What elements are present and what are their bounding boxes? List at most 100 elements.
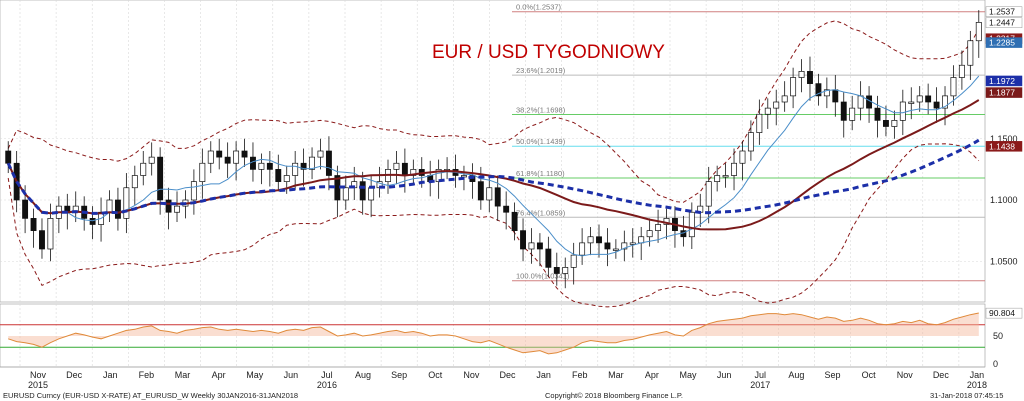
x-month-label: Dec: [499, 370, 516, 380]
price-tag-box: [985, 6, 1023, 17]
price-tag-lower-band: 1.1438: [989, 141, 1015, 151]
x-month-label: May: [246, 370, 264, 380]
x-year-label: 2017: [750, 380, 770, 390]
price-tag-high: 1.2537: [989, 7, 1015, 17]
candle-body: [359, 181, 366, 201]
candle-body: [148, 156, 155, 164]
candle-body: [157, 156, 164, 201]
candle-body: [798, 71, 805, 78]
price-tag-box: [985, 37, 1023, 48]
x-year-label: 2015: [28, 380, 48, 390]
price-tag-sma-thin: 1.2285: [989, 38, 1015, 48]
x-month-label: Apr: [645, 370, 659, 380]
x-month-label: Jul: [321, 370, 333, 380]
candle-body: [840, 101, 847, 121]
candle-body: [536, 242, 543, 250]
candle-body: [747, 132, 754, 152]
candle-body: [908, 101, 915, 104]
x-month-label: Feb: [139, 370, 155, 380]
rsi-tick-label: 50: [993, 331, 1003, 341]
price-tag-sma-blue: 1.1877: [989, 88, 1015, 98]
x-month-label: Oct: [428, 370, 443, 380]
candle-body: [216, 150, 223, 158]
candle-body: [629, 242, 636, 245]
candle-body: [503, 205, 510, 213]
x-year-label: 2016: [317, 380, 337, 390]
candle-body: [553, 267, 560, 274]
candle-body: [570, 254, 577, 268]
candle-body: [123, 187, 130, 219]
x-month-label: Jul: [755, 370, 767, 380]
candle-body: [317, 150, 324, 158]
footer-right: 31-Jan-2018 07:45:15: [930, 391, 1003, 400]
candle-body: [131, 175, 138, 189]
x-year-label: 2018: [967, 380, 987, 390]
chart-title: EUR / USD TYGODNIOWY: [432, 42, 665, 63]
candle-body: [250, 156, 256, 170]
candle-body: [857, 95, 864, 109]
rsi-series: 0 50 90.804: [0, 307, 1023, 369]
candle-body: [165, 199, 172, 213]
candle-body: [368, 187, 375, 201]
fib-label: 50.0%(1.1439): [516, 137, 566, 146]
price-tag-box: [985, 17, 1023, 28]
x-month-label: Sep: [824, 370, 840, 380]
candle-body: [435, 169, 442, 182]
candle-body: [612, 248, 619, 251]
candle-body: [621, 242, 628, 250]
x-month-label: Aug: [355, 370, 371, 380]
grid: [0, 0, 985, 367]
candle-body: [579, 242, 586, 256]
candle-body: [950, 77, 957, 97]
x-month-label: Sep: [391, 370, 407, 380]
candle-body: [174, 205, 180, 213]
fib-label: 38.2%(1.1698): [516, 105, 566, 114]
candle-body: [638, 236, 645, 244]
x-month-label: Mar: [608, 370, 624, 380]
fib-label: 100.0%(1.0341): [516, 272, 570, 281]
candle-body: [233, 150, 240, 164]
candle-body: [925, 95, 932, 103]
candle-body: [756, 113, 763, 133]
candle-body: [739, 150, 746, 164]
candle-body: [494, 187, 501, 207]
rsi-line: [8, 312, 979, 355]
footer-left: EURUSD Curncy (EUR-USD X-RATE) AT_EURUSD…: [3, 391, 298, 400]
price-tag-ma-red: 1.1972: [989, 76, 1015, 86]
candle-body: [106, 199, 113, 213]
price-tags: 1.25371.24471.23171.22851.19721.18771.14…: [985, 6, 1023, 152]
candle-body: [604, 242, 611, 250]
price-tag-box: [985, 141, 1023, 152]
rsi-value-label: 90.804: [989, 308, 1015, 318]
x-month-label: Oct: [862, 370, 877, 380]
candle-body: [545, 248, 552, 268]
rsi-fill: [8, 313, 979, 354]
candle-body: [562, 267, 569, 274]
y-tick-label: 1.1500: [990, 134, 1018, 144]
candle-body: [874, 107, 881, 121]
candle-body: [283, 175, 290, 182]
x-month-label: May: [680, 370, 698, 380]
ma-short-line: [7, 75, 980, 257]
candle-body: [224, 156, 231, 164]
x-month-label: Nov: [897, 370, 914, 380]
candle-body: [655, 224, 662, 231]
candle-body: [207, 150, 214, 164]
candle-body: [849, 107, 856, 121]
x-month-label: Jun: [284, 370, 299, 380]
candle-body: [587, 236, 594, 244]
candle-body: [511, 211, 518, 231]
x-month-label: Mar: [175, 370, 191, 380]
x-month-label: Dec: [66, 370, 83, 380]
candle-body: [891, 120, 898, 127]
candle-body: [47, 218, 54, 250]
candle-body: [942, 95, 948, 109]
candle-body: [309, 156, 315, 170]
fib-label: 23.6%(1.2019): [516, 66, 566, 75]
candle-body: [300, 162, 307, 170]
fib-label: 0.0%(1.2537): [516, 3, 562, 12]
candle-body: [199, 162, 206, 182]
candle-body: [823, 89, 830, 97]
rsi-value-box: [985, 307, 1023, 319]
